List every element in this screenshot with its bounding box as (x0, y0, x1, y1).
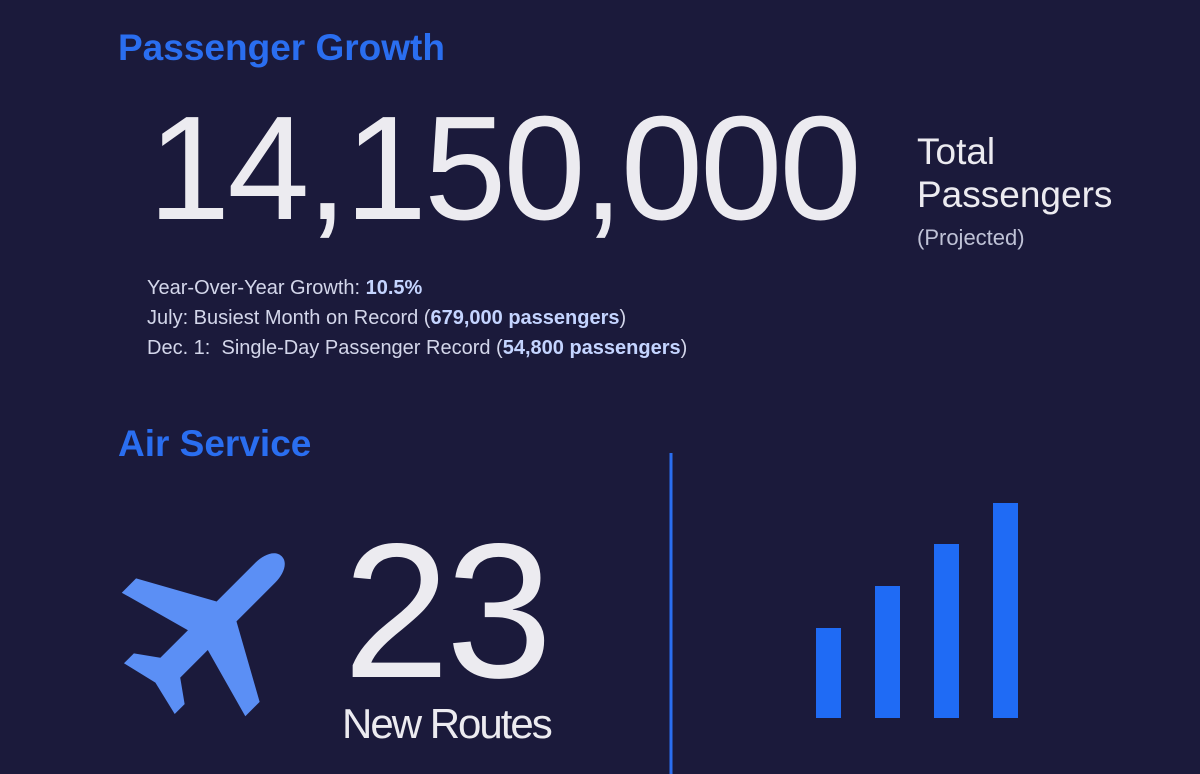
airplane-icon (121, 553, 285, 717)
fact: Year-Over-Year Growth: 10.5% (147, 277, 687, 307)
total-label: Total (917, 131, 996, 172)
section-title: Passenger Growth (118, 27, 445, 68)
fact-text: ) (680, 337, 688, 359)
route-label: New Routes (342, 700, 553, 747)
signal-bars-icon (816, 503, 1018, 718)
total-note: (Projected) (917, 225, 1025, 250)
fact-text: ) (619, 307, 627, 329)
route-count: 23 (343, 503, 553, 718)
fact-text: July: Busiest Month on Record ( (147, 307, 431, 329)
section-title: Air Service (118, 423, 312, 464)
fact-text: Dec. 1: Single-Day Passenger Record ( (147, 337, 503, 359)
fact-highlight: 54,800 passengers (502, 337, 681, 359)
facts: Year-Over-Year Growth: 10.5% July: Busies… (147, 277, 687, 367)
fact-text: Year-Over-Year Growth: (147, 277, 366, 299)
total-label: Passengers (917, 174, 1113, 215)
fact-highlight: 679,000 passengers (430, 307, 620, 329)
fact: Dec. 1: Single-Day Passenger Record (54,… (147, 337, 687, 367)
fact: July: Busiest Month on Record (679,000 p… (147, 307, 687, 337)
total-passengers: 14,150,000 (148, 86, 862, 251)
fact-highlight: 10.5% (365, 277, 423, 299)
